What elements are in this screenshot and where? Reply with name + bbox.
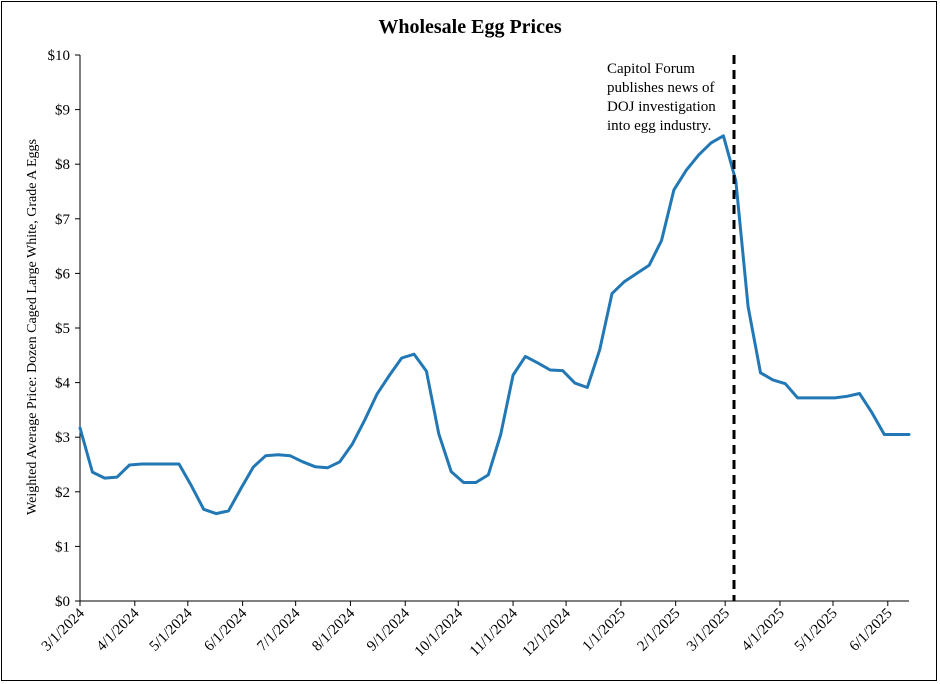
x-tick-label: 11/1/2024 <box>467 605 521 659</box>
y-ticks: $0 $1 $2 $3 $4 $5 $6 $7 $8 $9 $10 <box>48 48 80 610</box>
annotation-line: Capitol Forum <box>607 61 695 77</box>
y-tick-label: $3 <box>55 430 70 446</box>
y-tick-label: $8 <box>55 157 70 173</box>
x-tick-label: 5/1/2024 <box>147 605 196 654</box>
y-tick-label: $0 <box>55 594 70 610</box>
x-tick-label: 1/1/2025 <box>580 606 629 655</box>
plot-area <box>78 55 911 601</box>
y-tick-label: $6 <box>55 266 71 282</box>
y-tick-label: $5 <box>55 321 70 337</box>
x-tick-label: 9/1/2024 <box>364 605 413 654</box>
x-tick-label: 7/1/2024 <box>254 605 303 654</box>
x-tick-label: 12/1/2024 <box>520 605 575 660</box>
y-tick-label: $9 <box>55 103 70 119</box>
annotation: Capitol Forum publishes news of DOJ invest… <box>607 61 716 134</box>
x-tick-label: 10/1/2024 <box>412 605 467 660</box>
x-tick-label: 2/1/2025 <box>634 606 683 655</box>
y-tick-label: $2 <box>55 485 70 501</box>
price-line <box>78 134 911 516</box>
x-tick-label: 3/1/2025 <box>684 606 733 655</box>
x-tick-label: 4/1/2025 <box>739 606 788 655</box>
x-tick-label: 8/1/2024 <box>309 605 358 654</box>
chart-title: Wholesale Egg Prices <box>378 16 562 38</box>
x-ticks: 3/1/2024 4/1/2024 5/1/2024 6/1/2024 7/1/2024… <box>39 601 896 660</box>
x-tick-label: 6/1/2024 <box>201 605 250 654</box>
annotation-line: publishes news of <box>607 80 715 96</box>
y-tick-label: $7 <box>55 212 71 228</box>
annotation-line: into egg industry. <box>607 118 711 134</box>
x-tick-label: 4/1/2024 <box>94 605 143 654</box>
y-tick-label: $4 <box>55 376 71 392</box>
y-tick-label: $10 <box>48 48 71 64</box>
y-tick-label: $1 <box>55 539 70 555</box>
x-tick-label: 5/1/2025 <box>792 606 841 655</box>
x-tick-label: 3/1/2024 <box>39 605 88 654</box>
x-tick-label: 6/1/2025 <box>847 606 896 655</box>
axes <box>79 55 909 602</box>
y-axis-label: Weighted Average Price: Dozen Caged Larg… <box>25 139 40 515</box>
annotation-line: DOJ investigation <box>607 99 716 115</box>
